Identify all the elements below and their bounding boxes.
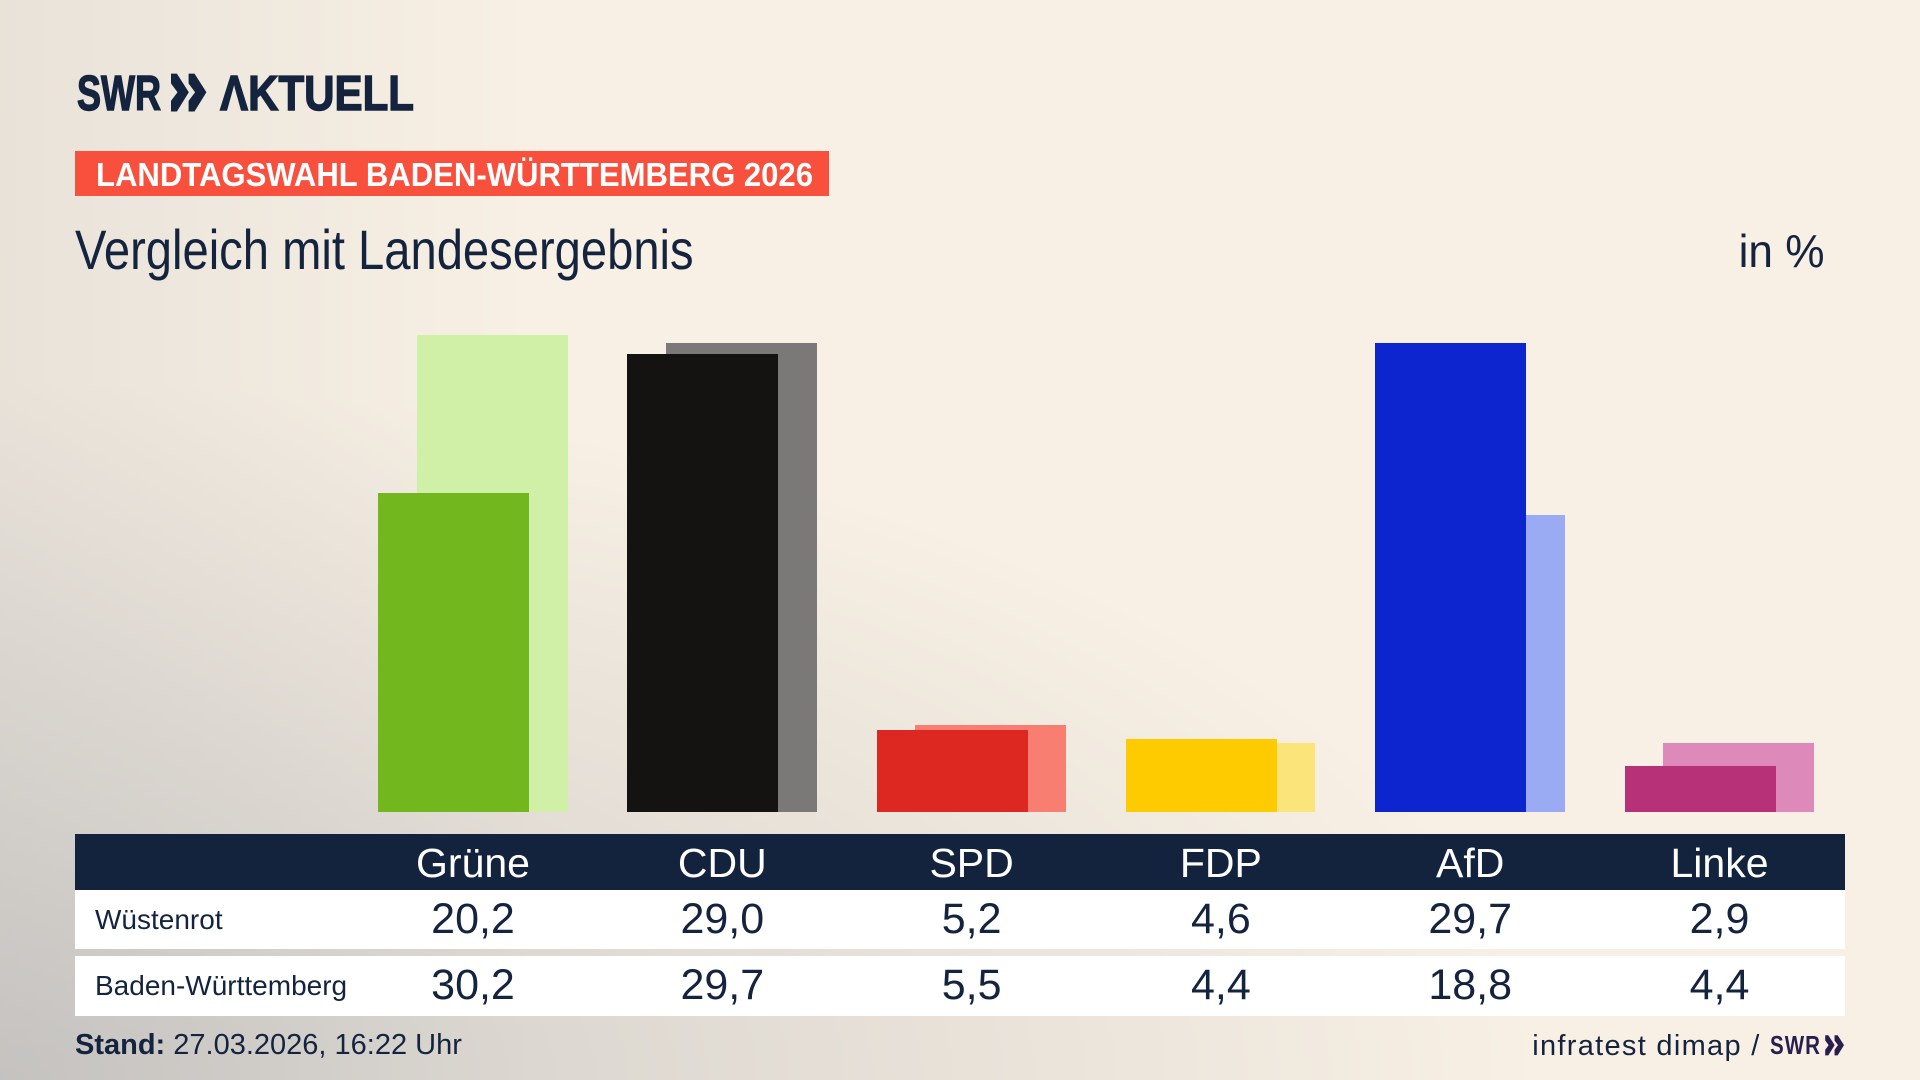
- svg-text:SWR: SWR: [1770, 1034, 1821, 1060]
- svg-text:ΛKTUELL: ΛKTUELL: [220, 67, 414, 121]
- svg-text:SWR: SWR: [77, 67, 161, 121]
